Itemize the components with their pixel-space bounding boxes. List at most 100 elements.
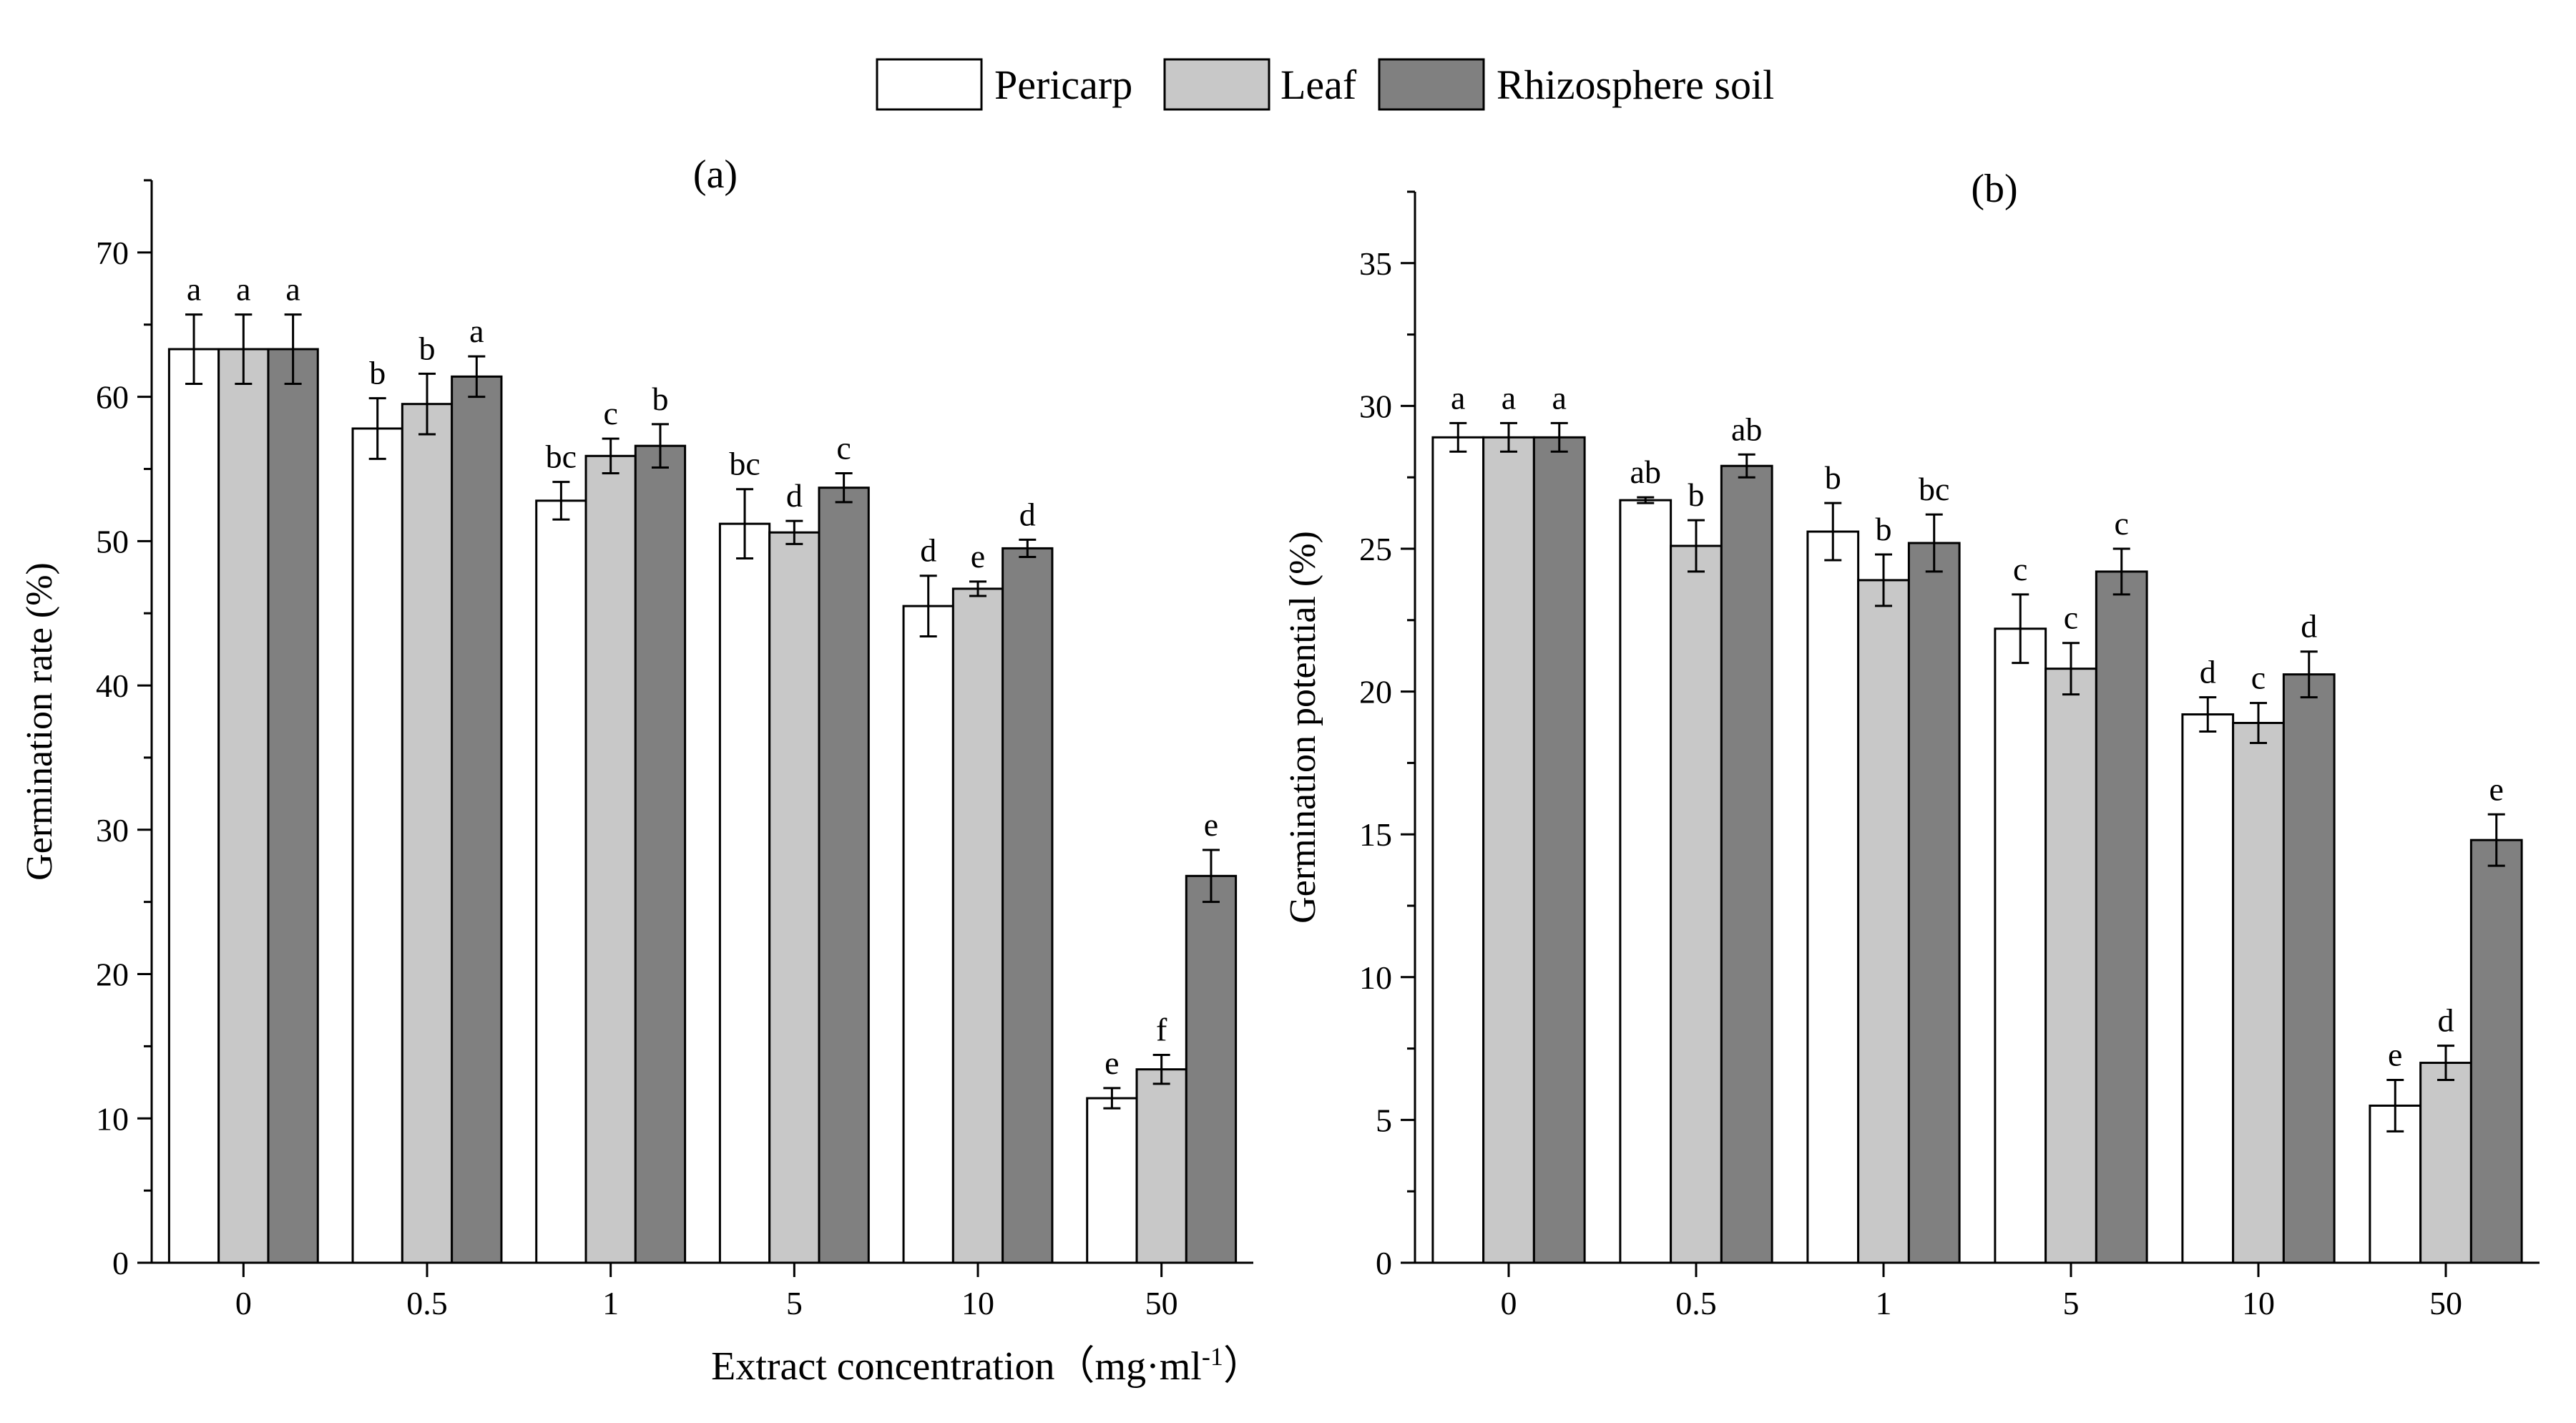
- significance-letter: d: [786, 477, 803, 514]
- significance-letter: f: [1156, 1012, 1167, 1048]
- error-bar: [1202, 849, 1220, 904]
- error-bar: [2300, 650, 2318, 699]
- x-axis-title-sup: -1: [1202, 1342, 1223, 1371]
- significance-letter: c: [2115, 505, 2129, 542]
- significance-letter: b: [1876, 511, 1892, 547]
- bar-b-pericarp-10: [2181, 713, 2235, 1264]
- bar-b-pericarp-1: [1806, 530, 1860, 1264]
- bar-a-leaf-1: [584, 454, 637, 1264]
- legend-item-rhizosphere-soil: Rhizosphere soil: [1378, 58, 1774, 111]
- bar-b-pericarp-0: [1431, 436, 1485, 1264]
- y-tick-label: 60: [96, 379, 129, 416]
- bar-b-rhizosphere-soil-50: [2469, 838, 2523, 1264]
- error-bar: [1550, 421, 1568, 453]
- significance-letter: ab: [1630, 454, 1661, 490]
- panel-label: (a): [693, 152, 738, 197]
- significance-letter: c: [2064, 600, 2078, 636]
- significance-letter: b: [369, 355, 386, 391]
- y-axis-title: Germination rate (%): [19, 562, 60, 881]
- bar-a-pericarp-0: [167, 348, 220, 1264]
- legend-label: Rhizosphere soil: [1497, 62, 1774, 108]
- bar-a-rhizosphere-soil-5: [818, 486, 870, 1264]
- error-bar: [1824, 502, 1842, 562]
- significance-letter: a: [236, 271, 250, 308]
- bar-a-leaf-5: [768, 531, 821, 1264]
- significance-letter: b: [1688, 476, 1705, 513]
- bar-a-pericarp-10: [902, 605, 954, 1264]
- legend-swatch: [1378, 58, 1485, 111]
- legend-label: Pericarp: [994, 62, 1132, 108]
- significance-letter: e: [2489, 771, 2504, 807]
- error-bar: [919, 574, 937, 637]
- significance-letter: b: [652, 381, 668, 417]
- significance-letter: d: [2200, 654, 2216, 690]
- error-bar: [2386, 1079, 2404, 1133]
- significance-letter: c: [603, 395, 617, 431]
- bar-a-pericarp-5: [718, 522, 771, 1264]
- y-tick-label: 30: [1359, 388, 1392, 424]
- x-tick-label: 5: [786, 1285, 803, 1321]
- error-bar: [185, 313, 203, 385]
- bar-b-leaf-5: [2044, 668, 2097, 1264]
- error-bar: [1637, 496, 1655, 504]
- shared-x-axis-title: Extract concentration（mg·ml-1）: [711, 1342, 1263, 1389]
- significance-letter: a: [469, 313, 484, 349]
- bar-a-pericarp-1: [535, 499, 587, 1264]
- legend-swatch: [1163, 58, 1270, 111]
- bar-a-rhizosphere-soil-10: [1001, 547, 1054, 1264]
- significance-letter: a: [1502, 379, 1516, 416]
- error-bar: [418, 372, 436, 436]
- y-tick-label: 15: [1359, 816, 1392, 853]
- error-bar: [1019, 538, 1037, 559]
- legend-swatch: [876, 58, 983, 111]
- y-tick-label: 50: [96, 523, 129, 559]
- y-tick-label: 20: [1359, 674, 1392, 710]
- error-bar: [651, 423, 669, 469]
- bar-b-pericarp-5: [1994, 627, 2047, 1264]
- x-tick-label: 0: [235, 1285, 252, 1321]
- bar-b-rhizosphere-soil-5: [2095, 570, 2148, 1264]
- error-bar: [1925, 513, 1943, 573]
- bar-a-leaf-0: [217, 348, 270, 1264]
- significance-letter: c: [2251, 660, 2266, 696]
- legend-label: Leaf: [1280, 62, 1357, 108]
- bar-a-rhizosphere-soil-0.5: [451, 375, 503, 1264]
- x-tick-label: 0.5: [406, 1285, 448, 1321]
- bar-b-leaf-0: [1482, 436, 1535, 1264]
- error-bar: [2062, 642, 2080, 696]
- error-bar: [368, 397, 386, 460]
- y-tick-label: 0: [112, 1245, 129, 1281]
- error-bar: [1152, 1054, 1170, 1085]
- significance-letter: ab: [1731, 411, 1762, 447]
- y-tick-label: 25: [1359, 531, 1392, 567]
- y-tick-label: 30: [96, 812, 129, 849]
- error-bar: [602, 437, 619, 475]
- bar-b-rhizosphere-soil-0.5: [1720, 464, 1773, 1264]
- y-tick-label: 20: [96, 957, 129, 993]
- error-bar: [1875, 553, 1892, 607]
- error-bar: [969, 580, 986, 597]
- bar-a-pericarp-50: [1086, 1097, 1138, 1264]
- y-tick-label: 10: [96, 1100, 129, 1137]
- significance-letter: e: [1105, 1045, 1119, 1081]
- y-tick-label: 5: [1376, 1102, 1392, 1138]
- x-tick-label: 50: [1145, 1285, 1178, 1321]
- bar-a-leaf-50: [1135, 1068, 1187, 1264]
- y-tick-label: 40: [96, 668, 129, 704]
- bar-a-rhizosphere-soil-50: [1185, 874, 1238, 1264]
- error-bar: [284, 313, 302, 385]
- significance-letter: a: [1552, 379, 1567, 416]
- significance-letter: a: [187, 271, 201, 308]
- significance-letter: d: [920, 532, 936, 569]
- significance-letter: e: [2388, 1037, 2402, 1073]
- x-axis-title-main: Extract concentration（mg·ml: [711, 1344, 1202, 1389]
- legend: Pericarp Leaf Rhizosphere soil: [876, 58, 1774, 111]
- error-bar: [552, 481, 570, 521]
- bar-b-leaf-50: [2419, 1062, 2472, 1264]
- x-tick-label: 10: [2242, 1285, 2275, 1321]
- error-bar: [2250, 702, 2267, 744]
- bar-b-pericarp-0.5: [1619, 499, 1673, 1264]
- bar-b-leaf-0.5: [1670, 544, 1723, 1264]
- significance-letter: c: [836, 430, 851, 466]
